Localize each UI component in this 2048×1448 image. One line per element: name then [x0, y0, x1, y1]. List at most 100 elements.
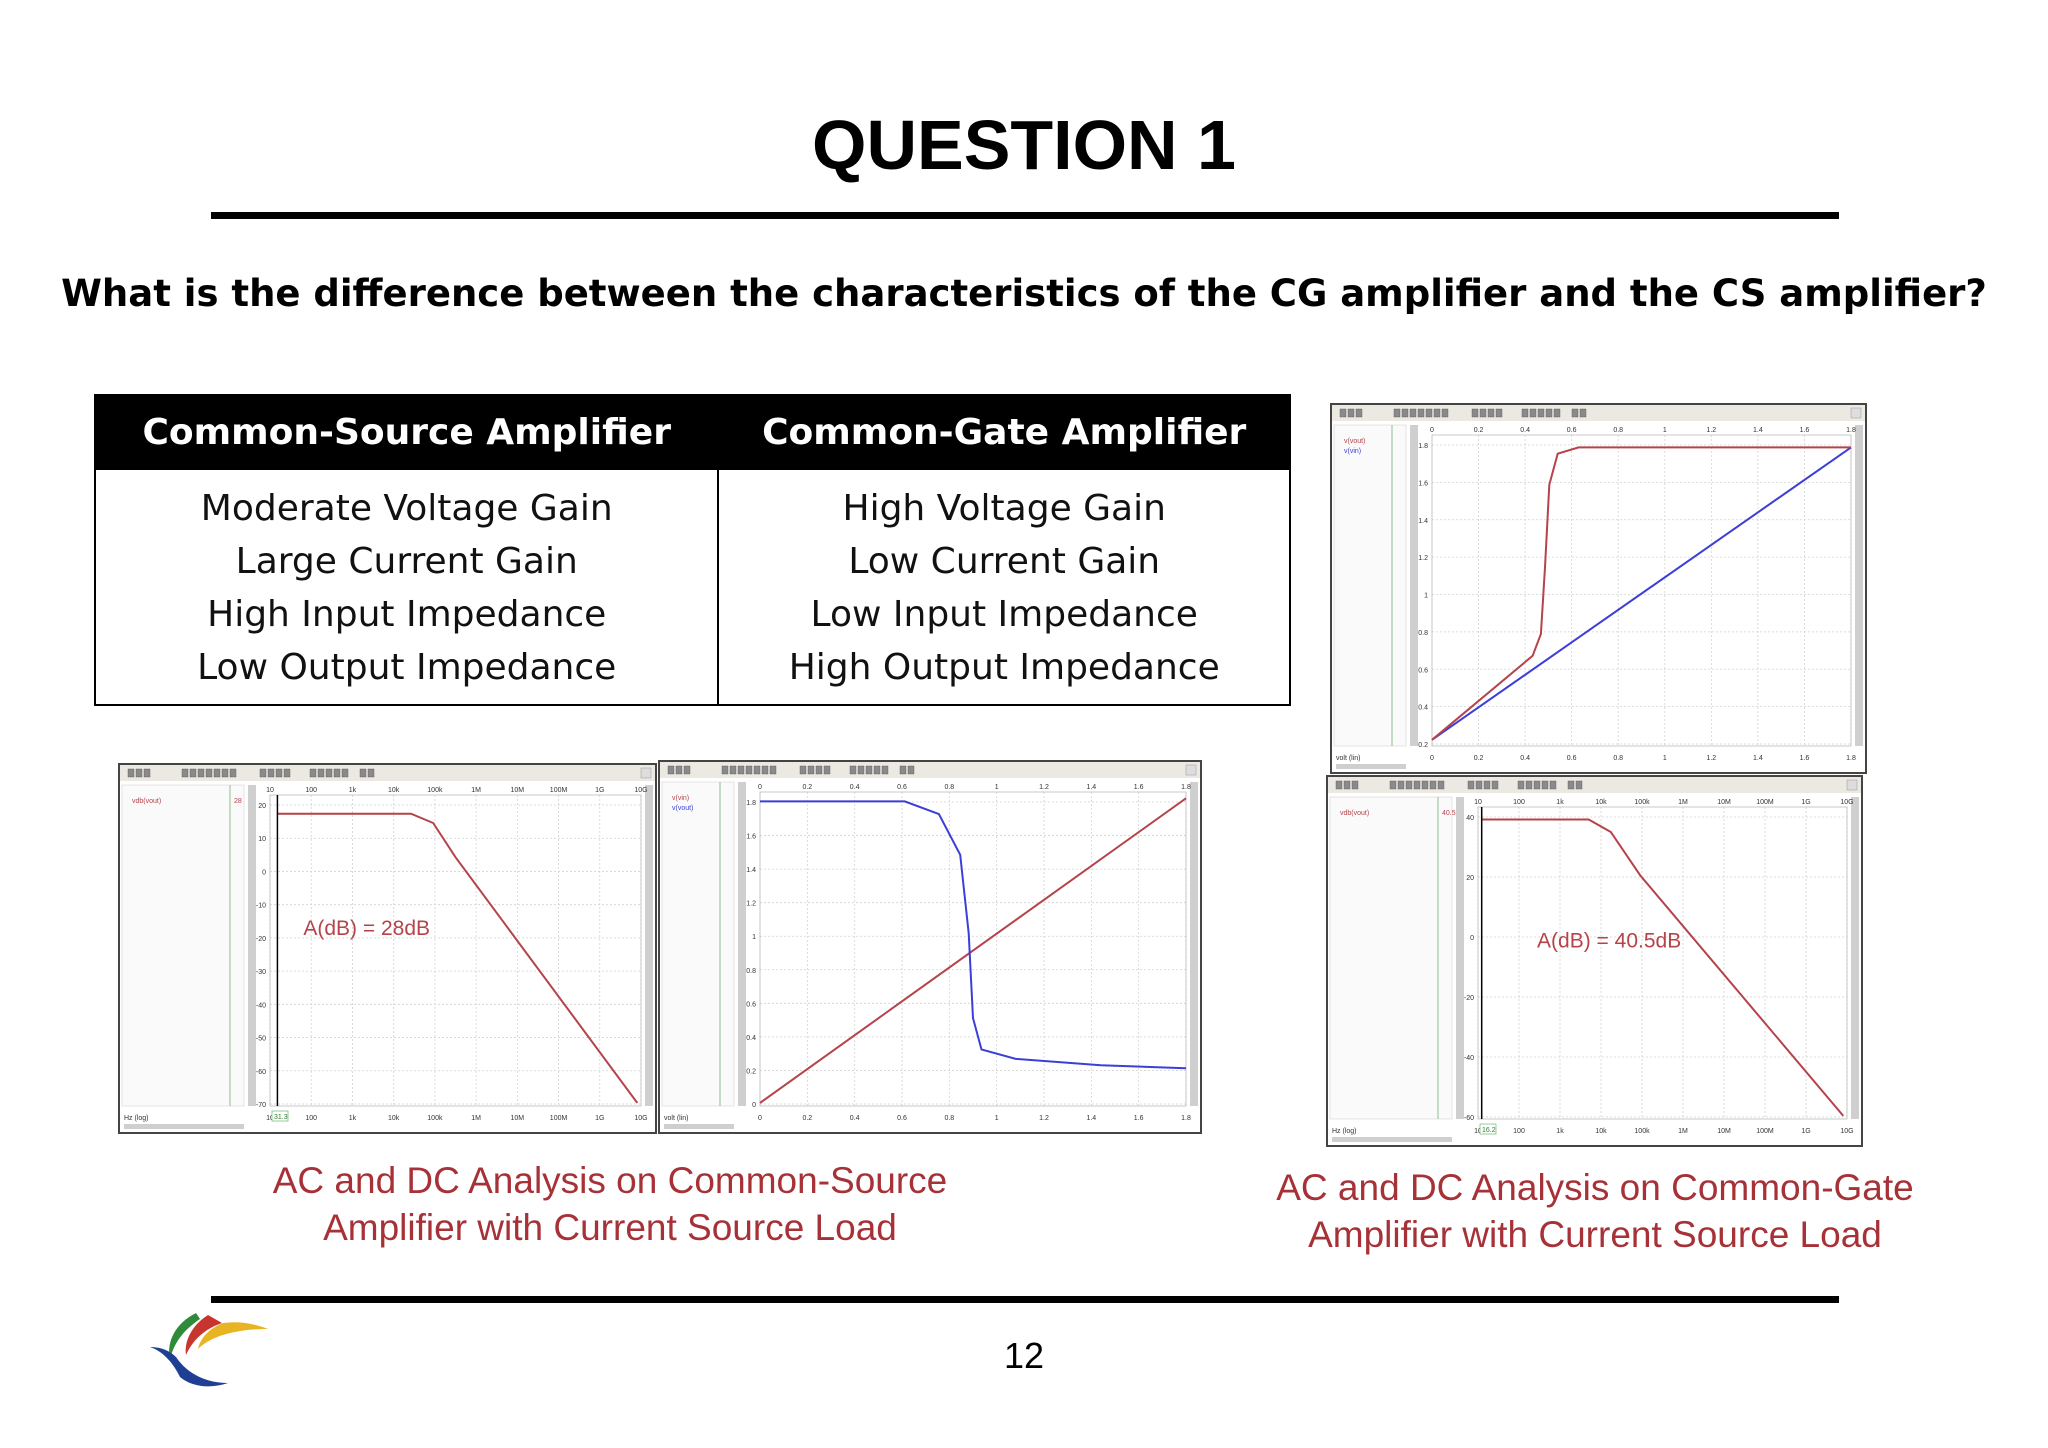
x-tick-label: 1G [595, 1115, 604, 1122]
toolbar-button-icon [807, 765, 815, 775]
toolbar-button-icon [197, 768, 205, 778]
y-tick-label: 10 [258, 836, 266, 843]
x-axis-label: volt (lin) [664, 1115, 689, 1122]
y-tick-label: -60 [1464, 1115, 1474, 1122]
scrollbar [1332, 1137, 1452, 1142]
toolbar-button-icon [275, 768, 283, 778]
caption-cs: AC and DC Analysis on Common-Source Ampl… [210, 1157, 1010, 1251]
toolbar-button-icon [1343, 780, 1351, 790]
toolbar-button-icon [1491, 780, 1499, 790]
y-tick-label: 0 [752, 1102, 756, 1109]
toolbar-button-icon [1405, 780, 1413, 790]
x-tick-label: 100 [1513, 1128, 1525, 1135]
toolbar-button-icon [1541, 780, 1549, 790]
y-tick-label: 40 [1466, 815, 1474, 822]
cs-item: Large Current Gain [235, 541, 578, 582]
x-tick-label: 10 [266, 1115, 274, 1122]
toolbar-button-icon [1575, 780, 1583, 790]
toolbar-button-icon [1579, 408, 1587, 418]
y-tick-label: 1.4 [1418, 518, 1428, 525]
scrollbar [1456, 797, 1464, 1119]
header-cg: Common-Gate Amplifier [717, 394, 1291, 470]
y-tick-label: -10 [256, 903, 266, 910]
x-tick-label: 100 [305, 1115, 317, 1122]
y-tick-label: -60 [256, 1069, 266, 1076]
scrollbar [1336, 764, 1406, 769]
toolbar-button-icon [1355, 408, 1363, 418]
toolbar-button-icon [1537, 408, 1545, 418]
x-tick-label: 1.2 [1706, 427, 1716, 434]
x-tick-label: 1 [1663, 755, 1667, 762]
y-tick-label: 0.8 [1418, 630, 1428, 637]
close-box-icon [640, 767, 652, 779]
bottom-divider [211, 1296, 1839, 1303]
plot-background [1332, 405, 1865, 772]
scrollbar [738, 782, 746, 1106]
y-tick-label: -40 [1464, 1055, 1474, 1062]
toolbar-button-icon [849, 765, 857, 775]
x-tick-label: 100 [305, 787, 317, 794]
trace-label: v(vout) [672, 805, 693, 812]
vin-trace [1431, 446, 1852, 741]
toolbar-button-icon [823, 765, 831, 775]
question-text: What is the difference between the chara… [61, 272, 1987, 315]
toolbar-button-icon [675, 765, 683, 775]
plot-canvas: 10 10 100 100 1k 1k 10k 10k 100k 100k 1M 1M 10M 10M 10… [1328, 777, 1861, 1145]
x-tick-label: 1 [995, 784, 999, 791]
plot-frame [269, 794, 642, 1107]
plot-frame [759, 791, 1187, 1107]
toolbar-button-icon [1335, 780, 1343, 790]
cs-item: Low Output Impedance [197, 647, 617, 688]
toolbar-button-icon [1545, 408, 1553, 418]
toolbar-button-icon [1533, 780, 1541, 790]
plot-cg-ac: 10 10 100 100 1k 1k 10k 10k 100k 100k 1M 1M 10M 10M 10… [1326, 775, 1863, 1147]
close-box-icon [1846, 779, 1858, 791]
caption-cg: AC and DC Analysis on Common-Gate Amplif… [1195, 1164, 1995, 1258]
x-axis-label: Hz (log) [1332, 1128, 1357, 1135]
toolbar-button-icon [881, 765, 889, 775]
y-tick-label: -40 [256, 1002, 266, 1009]
toolbar-button-icon [1389, 780, 1397, 790]
label-pane [1329, 796, 1453, 1120]
y-tick-label: 1.8 [1418, 443, 1428, 450]
caption-cg-line2: Amplifier with Current Source Load [1308, 1214, 1882, 1255]
cg-item: High Output Impedance [788, 647, 1220, 688]
scrollbar [664, 1124, 734, 1129]
x-tick-label: 10k [1595, 1128, 1607, 1135]
y-tick-label: 1 [752, 934, 756, 941]
toolbar-button-icon [1397, 780, 1405, 790]
toolbar-button-icon [135, 768, 143, 778]
x-tick-label: 100 [1513, 799, 1525, 806]
x-tick-label: 0.6 [1567, 755, 1577, 762]
toolbar-button-icon [1549, 780, 1557, 790]
y-tick-label: 20 [1466, 875, 1474, 882]
toolbar-button-icon [1553, 408, 1561, 418]
y-tick-label: 1.6 [746, 834, 756, 841]
close-box-icon [1850, 407, 1862, 419]
plot-cs-ac: 10 10 100 100 1k 1k 10k 10k 100k 100k 1M 1M 10M 10M 10… [118, 763, 657, 1134]
x-tick-label: 10G [634, 1115, 647, 1122]
x-tick-label: 1.8 [1846, 427, 1856, 434]
label-pane [121, 784, 245, 1107]
toolbar-button-icon [341, 768, 349, 778]
x-tick-label: 0.6 [897, 1115, 907, 1122]
plot-frame [1477, 806, 1848, 1120]
vin-trace [759, 797, 1187, 1104]
toolbar-button-icon [1475, 780, 1483, 790]
toolbar-button-icon [899, 765, 907, 775]
x-tick-label: 100M [550, 1115, 568, 1122]
x-tick-label: 10k [388, 1115, 400, 1122]
y-tick-label: 0.2 [746, 1068, 756, 1075]
y-tick-label: 1.4 [746, 867, 756, 874]
toolbar-button-icon [189, 768, 197, 778]
y-tick-label: 0.6 [1418, 667, 1428, 674]
x-tick-label: 1G [1801, 799, 1810, 806]
x-tick-label: 1G [1801, 1128, 1810, 1135]
toolbar-button-icon [1517, 780, 1525, 790]
y-tick-label: -30 [256, 969, 266, 976]
toolbar-button-icon [815, 765, 823, 775]
toolbar-button-icon [367, 768, 375, 778]
x-tick-label: 0 [758, 784, 762, 791]
toolbar-button-icon [1467, 780, 1475, 790]
gain-trace [277, 812, 639, 1104]
